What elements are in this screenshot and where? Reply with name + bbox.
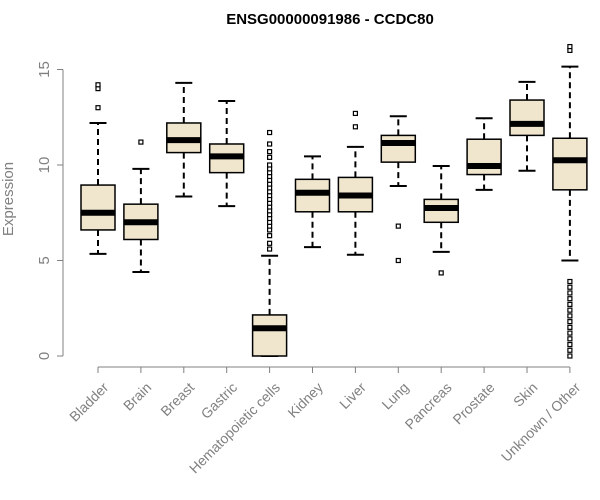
outlier-point bbox=[567, 43, 573, 50]
box-brain bbox=[123, 139, 159, 273]
box-prostate bbox=[466, 117, 502, 191]
outlier-point bbox=[395, 257, 401, 264]
box-kidney bbox=[294, 155, 331, 249]
box-bladder bbox=[80, 82, 116, 255]
chart-title: ENSG00000091986 - CCDC80 bbox=[226, 11, 434, 28]
y-tick-label: 15 bbox=[36, 61, 53, 78]
outlier-point bbox=[267, 149, 273, 155]
outlier-point bbox=[567, 330, 573, 336]
outlier-point bbox=[438, 270, 444, 276]
y-tick-label: 10 bbox=[36, 157, 53, 174]
outlier-point bbox=[567, 319, 573, 325]
outlier-point bbox=[267, 154, 273, 160]
iqr-box bbox=[251, 314, 288, 357]
y-axis: 0 5 10 15 bbox=[36, 61, 64, 360]
box-gastric bbox=[208, 100, 245, 208]
outlier-point bbox=[567, 336, 573, 342]
outlier-point bbox=[267, 162, 273, 168]
outlier-point bbox=[95, 82, 101, 88]
box-hematopoietic-cells bbox=[251, 129, 288, 357]
x-category-label: Unknown / Other bbox=[498, 379, 584, 465]
box-unknown-other bbox=[552, 43, 588, 359]
box-skin bbox=[509, 80, 545, 172]
outlier-point bbox=[567, 296, 573, 302]
outlier-point bbox=[267, 246, 273, 252]
x-category-label: Bladder bbox=[66, 379, 112, 425]
outlier-point bbox=[567, 341, 573, 348]
iqr-box bbox=[509, 99, 545, 137]
outlier-point bbox=[267, 240, 273, 246]
x-category-label: Breast bbox=[157, 379, 197, 419]
outlier-point bbox=[352, 124, 358, 130]
outlier-point bbox=[567, 290, 573, 296]
outlier-point bbox=[352, 110, 358, 117]
x-category-label: Skin bbox=[510, 379, 541, 410]
outlier-point bbox=[567, 313, 573, 319]
iqr-box bbox=[380, 134, 417, 163]
x-category-label: Pancreas bbox=[402, 379, 455, 432]
outlier-point bbox=[395, 223, 401, 229]
y-tick-label: 5 bbox=[36, 256, 53, 264]
outlier-point bbox=[567, 353, 573, 359]
outlier-point bbox=[567, 278, 573, 285]
y-axis-label: Expression bbox=[0, 162, 17, 236]
boxes-group bbox=[80, 43, 588, 359]
outlier-point bbox=[138, 139, 144, 145]
x-category-label: Prostate bbox=[449, 379, 497, 427]
box-pancreas bbox=[423, 164, 459, 276]
box-lung bbox=[380, 115, 417, 264]
iqr-box bbox=[552, 137, 588, 191]
y-tick-label: 0 bbox=[36, 352, 53, 360]
x-category-label: Liver bbox=[336, 379, 369, 412]
outlier-point bbox=[267, 141, 273, 147]
x-category-label: Lung bbox=[378, 379, 411, 412]
outlier-point bbox=[567, 307, 573, 313]
outlier-point bbox=[267, 233, 273, 239]
x-category-label: Kidney bbox=[284, 379, 326, 421]
box-breast bbox=[166, 81, 202, 198]
x-category-label: Gastric bbox=[198, 379, 241, 422]
iqr-box bbox=[80, 184, 116, 231]
outlier-point bbox=[567, 324, 573, 330]
box-liver bbox=[337, 110, 374, 256]
outlier-point bbox=[567, 301, 573, 308]
outlier-point bbox=[567, 347, 573, 353]
iqr-box bbox=[466, 138, 502, 176]
x-category-label: Brain bbox=[120, 379, 154, 413]
outlier-point bbox=[267, 129, 273, 136]
outlier-point bbox=[567, 284, 573, 290]
outlier-point bbox=[95, 105, 101, 111]
